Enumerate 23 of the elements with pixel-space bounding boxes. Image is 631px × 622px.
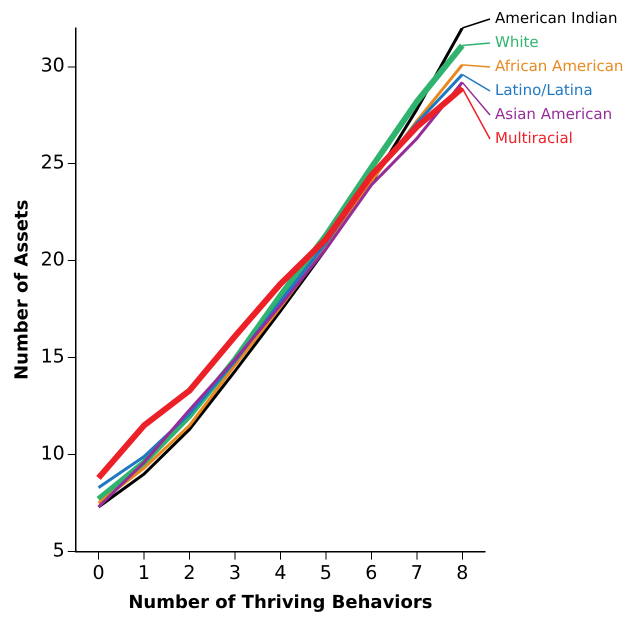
x-axis-title: Number of Thriving Behaviors [128, 592, 432, 613]
x-tick-label: 1 [138, 562, 150, 584]
x-tick-label: 6 [365, 562, 378, 584]
x-tick-label: 7 [410, 562, 423, 584]
text: Asian American [495, 104, 612, 123]
y-tick-label: 30 [40, 54, 65, 77]
x-tick-label: 4 [274, 562, 286, 584]
legend-label: Latino/Latina [495, 80, 593, 99]
y-tick-label: 20 [40, 248, 65, 271]
x-tick-label: 0 [92, 562, 105, 584]
x-tick-label: 5 [320, 562, 332, 584]
legend-label: American Indian [495, 8, 618, 27]
y-tick-label: 25 [40, 152, 65, 174]
x-tick-label: 2 [183, 562, 196, 584]
legend-label: African American [495, 56, 624, 75]
y-axis-title: Number of Assets [11, 200, 32, 380]
x-tick-label: 3 [228, 562, 241, 584]
y-tick-label: 10 [40, 442, 65, 465]
text: Multiracial [495, 128, 573, 147]
y-tick-label: 5 [52, 540, 65, 562]
x-tick-label: 8 [456, 562, 468, 584]
legend-label: White [495, 32, 539, 51]
y-tick-label: 15 [40, 346, 65, 368]
